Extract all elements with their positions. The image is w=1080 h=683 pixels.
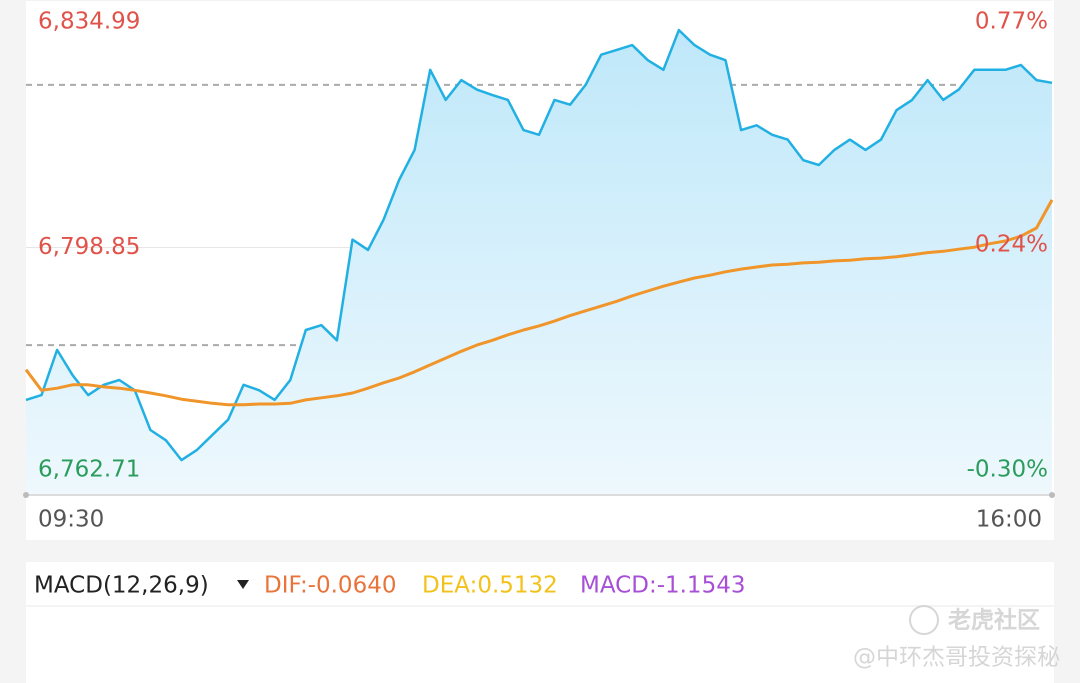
watermark: 老虎社区 @中环杰哥投资探秘 bbox=[853, 605, 1060, 671]
x-tick-label: 09:30 bbox=[38, 507, 104, 533]
y2-tick-label: -0.30% bbox=[967, 457, 1048, 483]
price-area bbox=[26, 30, 1052, 495]
macd-label: MACD:-1.1543 bbox=[580, 573, 745, 599]
axis-dot bbox=[23, 492, 29, 498]
watermark-logo bbox=[909, 605, 939, 635]
macd-panel bbox=[26, 562, 1054, 683]
watermark-brand: 老虎社区 bbox=[947, 607, 1040, 634]
y2-tick-label: 0.24% bbox=[975, 232, 1048, 258]
watermark-author: @中环杰哥投资探秘 bbox=[853, 645, 1060, 671]
dea-label: DEA:0.5132 bbox=[422, 573, 558, 599]
x-tick-label: 16:00 bbox=[976, 507, 1042, 533]
y-tick-label: 6,762.71 bbox=[38, 457, 140, 483]
y-tick-label: 6,798.85 bbox=[38, 234, 140, 260]
macd-title[interactable]: MACD(12,26,9) bbox=[34, 573, 209, 599]
dropdown-icon[interactable] bbox=[237, 580, 249, 589]
y2-tick-label: 0.77% bbox=[975, 9, 1048, 35]
average-line bbox=[24, 199, 1054, 407]
axis-dot bbox=[1049, 492, 1055, 498]
price-line bbox=[25, 28, 1053, 462]
dif-label: DIF:-0.0640 bbox=[264, 573, 396, 599]
y-tick-label: 6,834.99 bbox=[38, 9, 140, 35]
